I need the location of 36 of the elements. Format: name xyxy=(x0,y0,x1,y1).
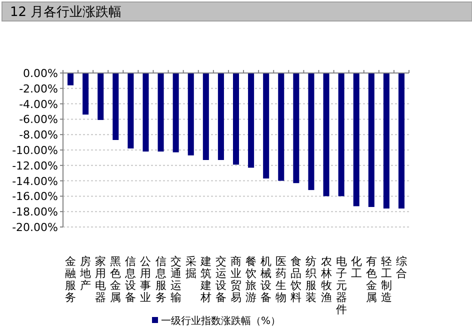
x-tick-label: 交通运输 xyxy=(170,255,182,304)
y-tick-label: -12.00% xyxy=(12,159,58,172)
x-tick-label: 化工 xyxy=(350,255,362,280)
x-tick-label: 金融服务 xyxy=(65,255,76,304)
y-tick-label: -2.00% xyxy=(19,82,58,96)
x-tick-label: 建筑建材 xyxy=(199,255,212,304)
x-tick-label: 食品饮料 xyxy=(290,255,302,304)
y-tick-label: -18.00% xyxy=(12,206,58,219)
x-tick-label: 医药生物 xyxy=(276,255,287,304)
y-tick-label: -10.00% xyxy=(12,144,58,157)
x-tick-label: 交运设备 xyxy=(215,255,226,304)
x-tick-label: 电子元器件 xyxy=(336,255,347,316)
x-tick-label: 轻工制造 xyxy=(380,255,392,304)
chart-title: 12 月各行业涨跌幅 xyxy=(10,5,122,20)
y-tick-label: -8.00% xyxy=(19,128,58,142)
x-tick-label: 采掘 xyxy=(185,255,196,280)
y-tick-label: -4.00% xyxy=(19,98,58,111)
x-tick-label: 有色金属 xyxy=(366,255,377,304)
y-tick-label: -20.00% xyxy=(12,221,58,234)
y-tick-label: -6.00% xyxy=(19,113,58,126)
x-tick-label: 黑色金属 xyxy=(110,255,122,304)
legend-label: 一级行业指数涨跌幅（%） xyxy=(161,315,281,327)
y-tick-label: -14.00% xyxy=(12,174,58,188)
x-tick-label: 家用电器 xyxy=(95,255,106,304)
x-tick-label: 机械设备 xyxy=(260,255,272,304)
x-tick-label: 综合 xyxy=(396,255,407,280)
x-tick-label: 公用事业 xyxy=(140,255,152,304)
x-tick-label: 信息设备 xyxy=(124,255,136,304)
x-tick-label: 商业贸易 xyxy=(230,255,242,304)
x-tick-label: 信息服务 xyxy=(154,255,166,304)
y-tick-label: -16.00% xyxy=(12,190,58,204)
x-tick-label: 农林牧渔 xyxy=(320,255,332,304)
x-tick-label: 纺织服装 xyxy=(306,255,317,304)
y-tick-label: 0.00% xyxy=(23,67,58,80)
x-tick-label: 房地产 xyxy=(79,255,92,292)
x-tick-label: 餐饮旅游 xyxy=(244,255,257,304)
